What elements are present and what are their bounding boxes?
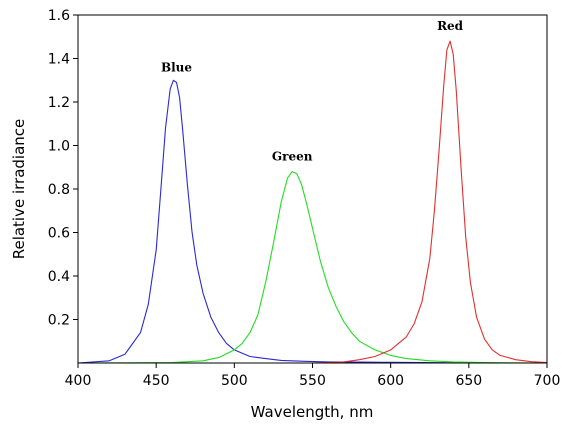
x-tick-label: 500 (221, 373, 248, 389)
y-tick-label: 1.2 (48, 95, 70, 111)
plot-layer: Blue Green Red (77, 19, 548, 364)
x-tick-label: 400 (65, 373, 92, 389)
series-line-0 (77, 79, 547, 364)
series-annotation-0: Blue (161, 61, 192, 75)
y-tick-label: 0.6 (48, 226, 70, 242)
y-axis-title: Relative irradiance (10, 119, 28, 260)
y-tick-label: 0.2 (48, 313, 70, 329)
x-tick-label: 700 (534, 373, 561, 389)
y-tick-label: 1.4 (48, 52, 70, 68)
x-axis-title: Wavelength, nm (251, 403, 374, 421)
series-line-1 (77, 171, 548, 364)
x-tick-label: 450 (143, 373, 170, 389)
series-annotation-1: Green (272, 150, 313, 164)
y-tick-label: 0.8 (48, 182, 70, 198)
x-tick-label: 650 (455, 373, 482, 389)
x-tick-label: 600 (377, 373, 404, 389)
series-annotation-2: Red (437, 19, 464, 33)
plot-frame (77, 14, 548, 364)
y-tick-label: 1.6 (48, 8, 70, 24)
y-tick-label: 1.0 (48, 139, 70, 155)
axes-layer: 400 450 500 550 600 650 700 0.2 0.4 0.6 0.8 1.0 1.2 1… (48, 8, 561, 389)
x-tick-label: 550 (299, 373, 326, 389)
y-tick-label: 0.4 (48, 269, 70, 285)
series-line-2 (78, 40, 548, 364)
